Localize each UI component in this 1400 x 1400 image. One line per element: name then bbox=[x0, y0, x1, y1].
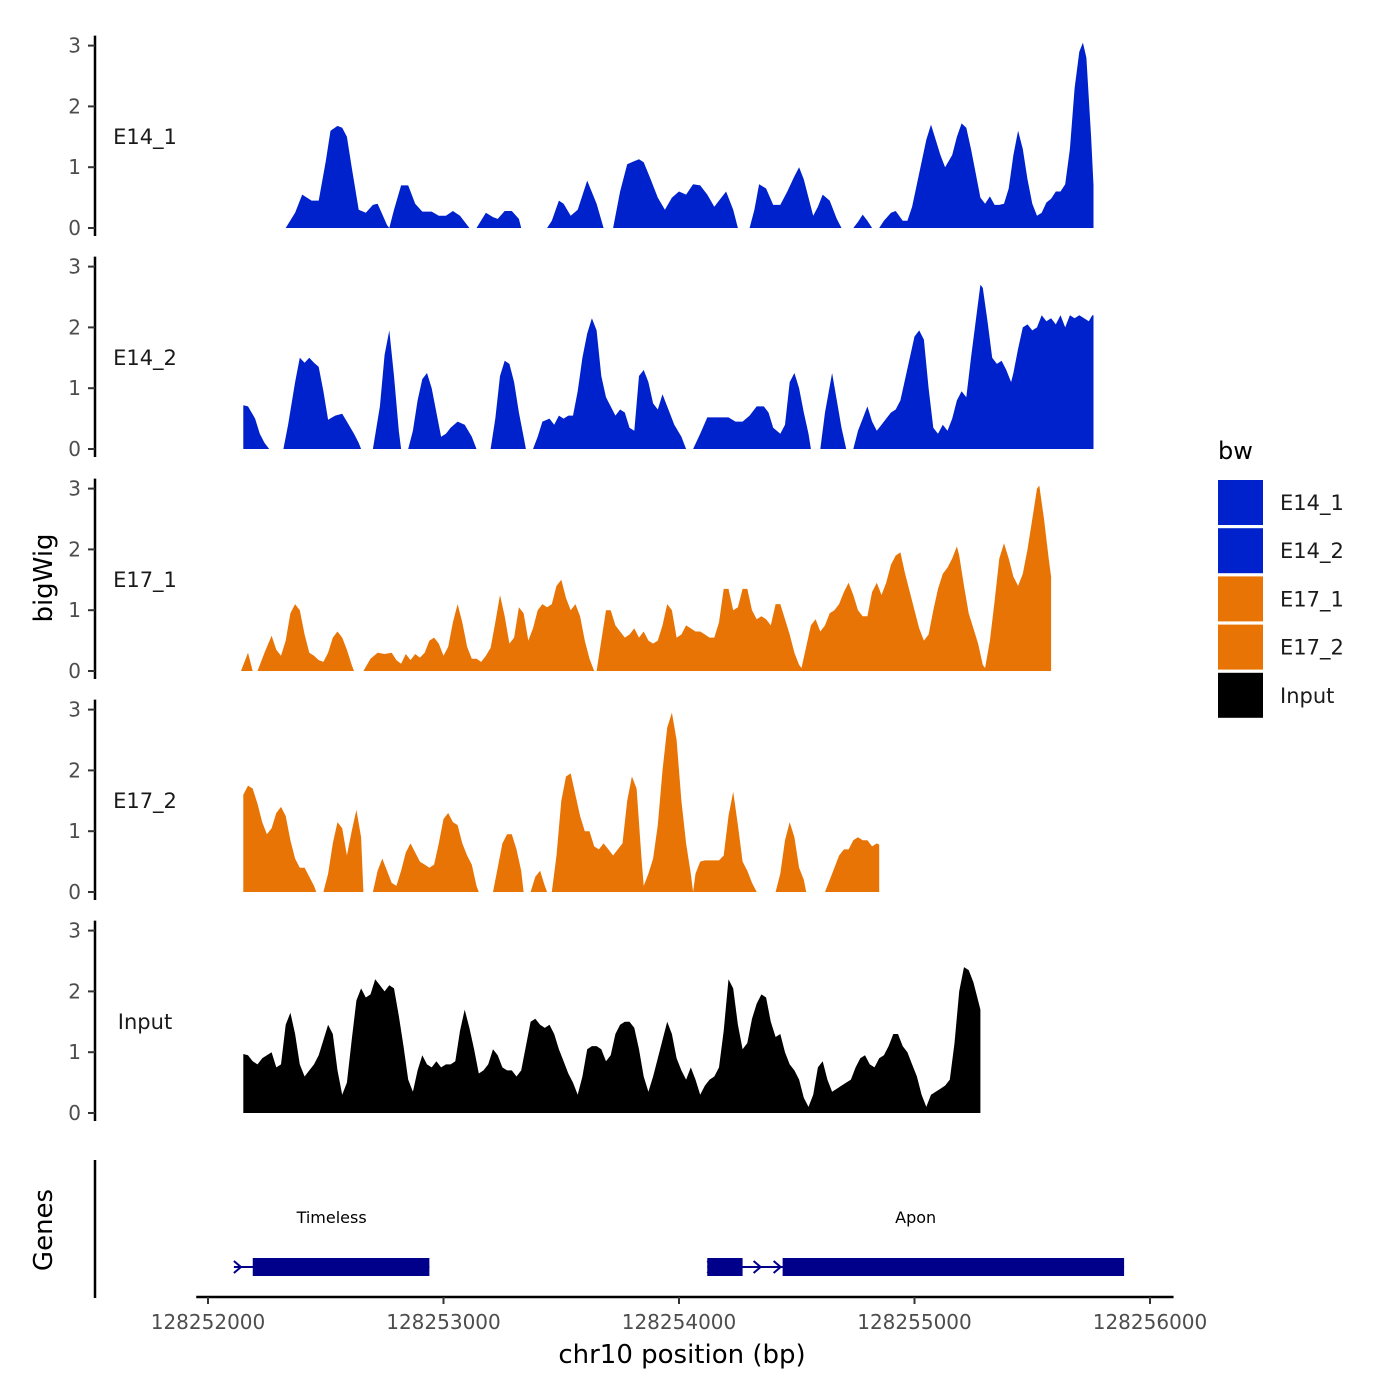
y-tick-label: 3 bbox=[68, 34, 81, 58]
track-e17_1: 0 1 2 3 E17_1 bbox=[68, 477, 1052, 683]
legend-label: E14_1 bbox=[1280, 491, 1344, 516]
strand-arrow bbox=[706, 1260, 716, 1274]
signal-area-e14_2 bbox=[243, 284, 1094, 449]
track-label: E17_2 bbox=[113, 789, 177, 814]
gene-timeless: Timeless bbox=[233, 1208, 430, 1276]
y-tick-label: 2 bbox=[68, 94, 81, 118]
y-tick-label: 1 bbox=[68, 155, 81, 179]
y-tick-label: 2 bbox=[68, 979, 81, 1003]
x-tick-label: 128252000 bbox=[151, 1310, 266, 1334]
y-tick-label: 0 bbox=[68, 216, 81, 240]
y-axis-title: bigWig bbox=[29, 533, 59, 622]
y-tick-label: 1 bbox=[68, 819, 81, 843]
track-e14_1: 0 1 2 3 E14_1 bbox=[68, 34, 1094, 240]
strand-arrow bbox=[233, 1260, 243, 1274]
strand-arrow bbox=[752, 1260, 763, 1274]
x-tick-label: 128256000 bbox=[1093, 1310, 1208, 1334]
track-label: E14_2 bbox=[113, 346, 177, 371]
legend: bw E14_1 E14_2 E17_1 E17_2 Input bbox=[1218, 437, 1344, 718]
y-tick-label: 3 bbox=[68, 698, 81, 722]
y-tick-label: 0 bbox=[68, 437, 81, 461]
legend-label: Input bbox=[1280, 684, 1334, 708]
gene-exon bbox=[252, 1258, 430, 1276]
genes-track: Timeless Apon bbox=[93, 1160, 1125, 1298]
signal-area-input bbox=[243, 967, 981, 1113]
legend-swatch bbox=[1218, 528, 1263, 574]
y-tick-label: 0 bbox=[68, 880, 81, 904]
x-axis-title: chr10 position (bp) bbox=[558, 1340, 805, 1370]
y-tick-label: 3 bbox=[68, 255, 81, 279]
track-label: Input bbox=[118, 1010, 172, 1034]
legend-swatch bbox=[1218, 672, 1263, 718]
signal-area-e17_1 bbox=[241, 485, 1052, 671]
signal-area-e14_1 bbox=[285, 42, 1094, 228]
y-tick-label: 1 bbox=[68, 376, 81, 400]
x-tick-label: 128253000 bbox=[386, 1310, 501, 1334]
x-axis: 128252000 128253000 128254000 128255000 1282… bbox=[151, 1295, 1208, 1334]
strand-arrow bbox=[772, 1260, 783, 1274]
signal-tracks: 0 1 2 3 E14_1 0 1 2 3 E14_2 0 1 2 3 E17_1 0 1 2 3 E17_2 0 1 2 3… bbox=[68, 34, 1094, 1125]
y-tick-label: 1 bbox=[68, 1040, 81, 1064]
y-tick-label: 0 bbox=[68, 1101, 81, 1125]
legend-label: E17_2 bbox=[1280, 636, 1344, 661]
legend-label: E14_2 bbox=[1280, 539, 1344, 564]
y-tick-label: 2 bbox=[68, 537, 81, 561]
y-tick-label: 2 bbox=[68, 315, 81, 339]
gene-exon bbox=[707, 1258, 743, 1276]
legend-title: bw bbox=[1218, 437, 1253, 465]
gene-exon bbox=[782, 1258, 1125, 1276]
track-label: E14_1 bbox=[113, 125, 177, 150]
track-input: 0 1 2 3 Input bbox=[68, 919, 981, 1125]
legend-swatch bbox=[1218, 576, 1263, 622]
x-tick-label: 128255000 bbox=[857, 1310, 972, 1334]
gene-label: Apon bbox=[895, 1208, 936, 1227]
y-tick-label: 3 bbox=[68, 477, 81, 501]
genes-track-title: Genes bbox=[29, 1189, 59, 1271]
legend-swatch bbox=[1218, 480, 1263, 525]
gene-label: Timeless bbox=[296, 1208, 367, 1227]
y-tick-label: 2 bbox=[68, 758, 81, 782]
track-e14_2: 0 1 2 3 E14_2 bbox=[68, 255, 1094, 461]
y-tick-label: 3 bbox=[68, 919, 81, 943]
x-tick-label: 128254000 bbox=[622, 1310, 737, 1334]
legend-swatch bbox=[1218, 624, 1263, 670]
signal-area-e17_2 bbox=[243, 712, 880, 892]
legend-label: E17_1 bbox=[1280, 587, 1344, 612]
y-tick-label: 0 bbox=[68, 659, 81, 683]
track-e17_2: 0 1 2 3 E17_2 bbox=[68, 698, 880, 904]
y-tick-label: 1 bbox=[68, 598, 81, 622]
track-label: E17_1 bbox=[113, 568, 177, 593]
gene-apon: Apon bbox=[706, 1208, 1125, 1276]
